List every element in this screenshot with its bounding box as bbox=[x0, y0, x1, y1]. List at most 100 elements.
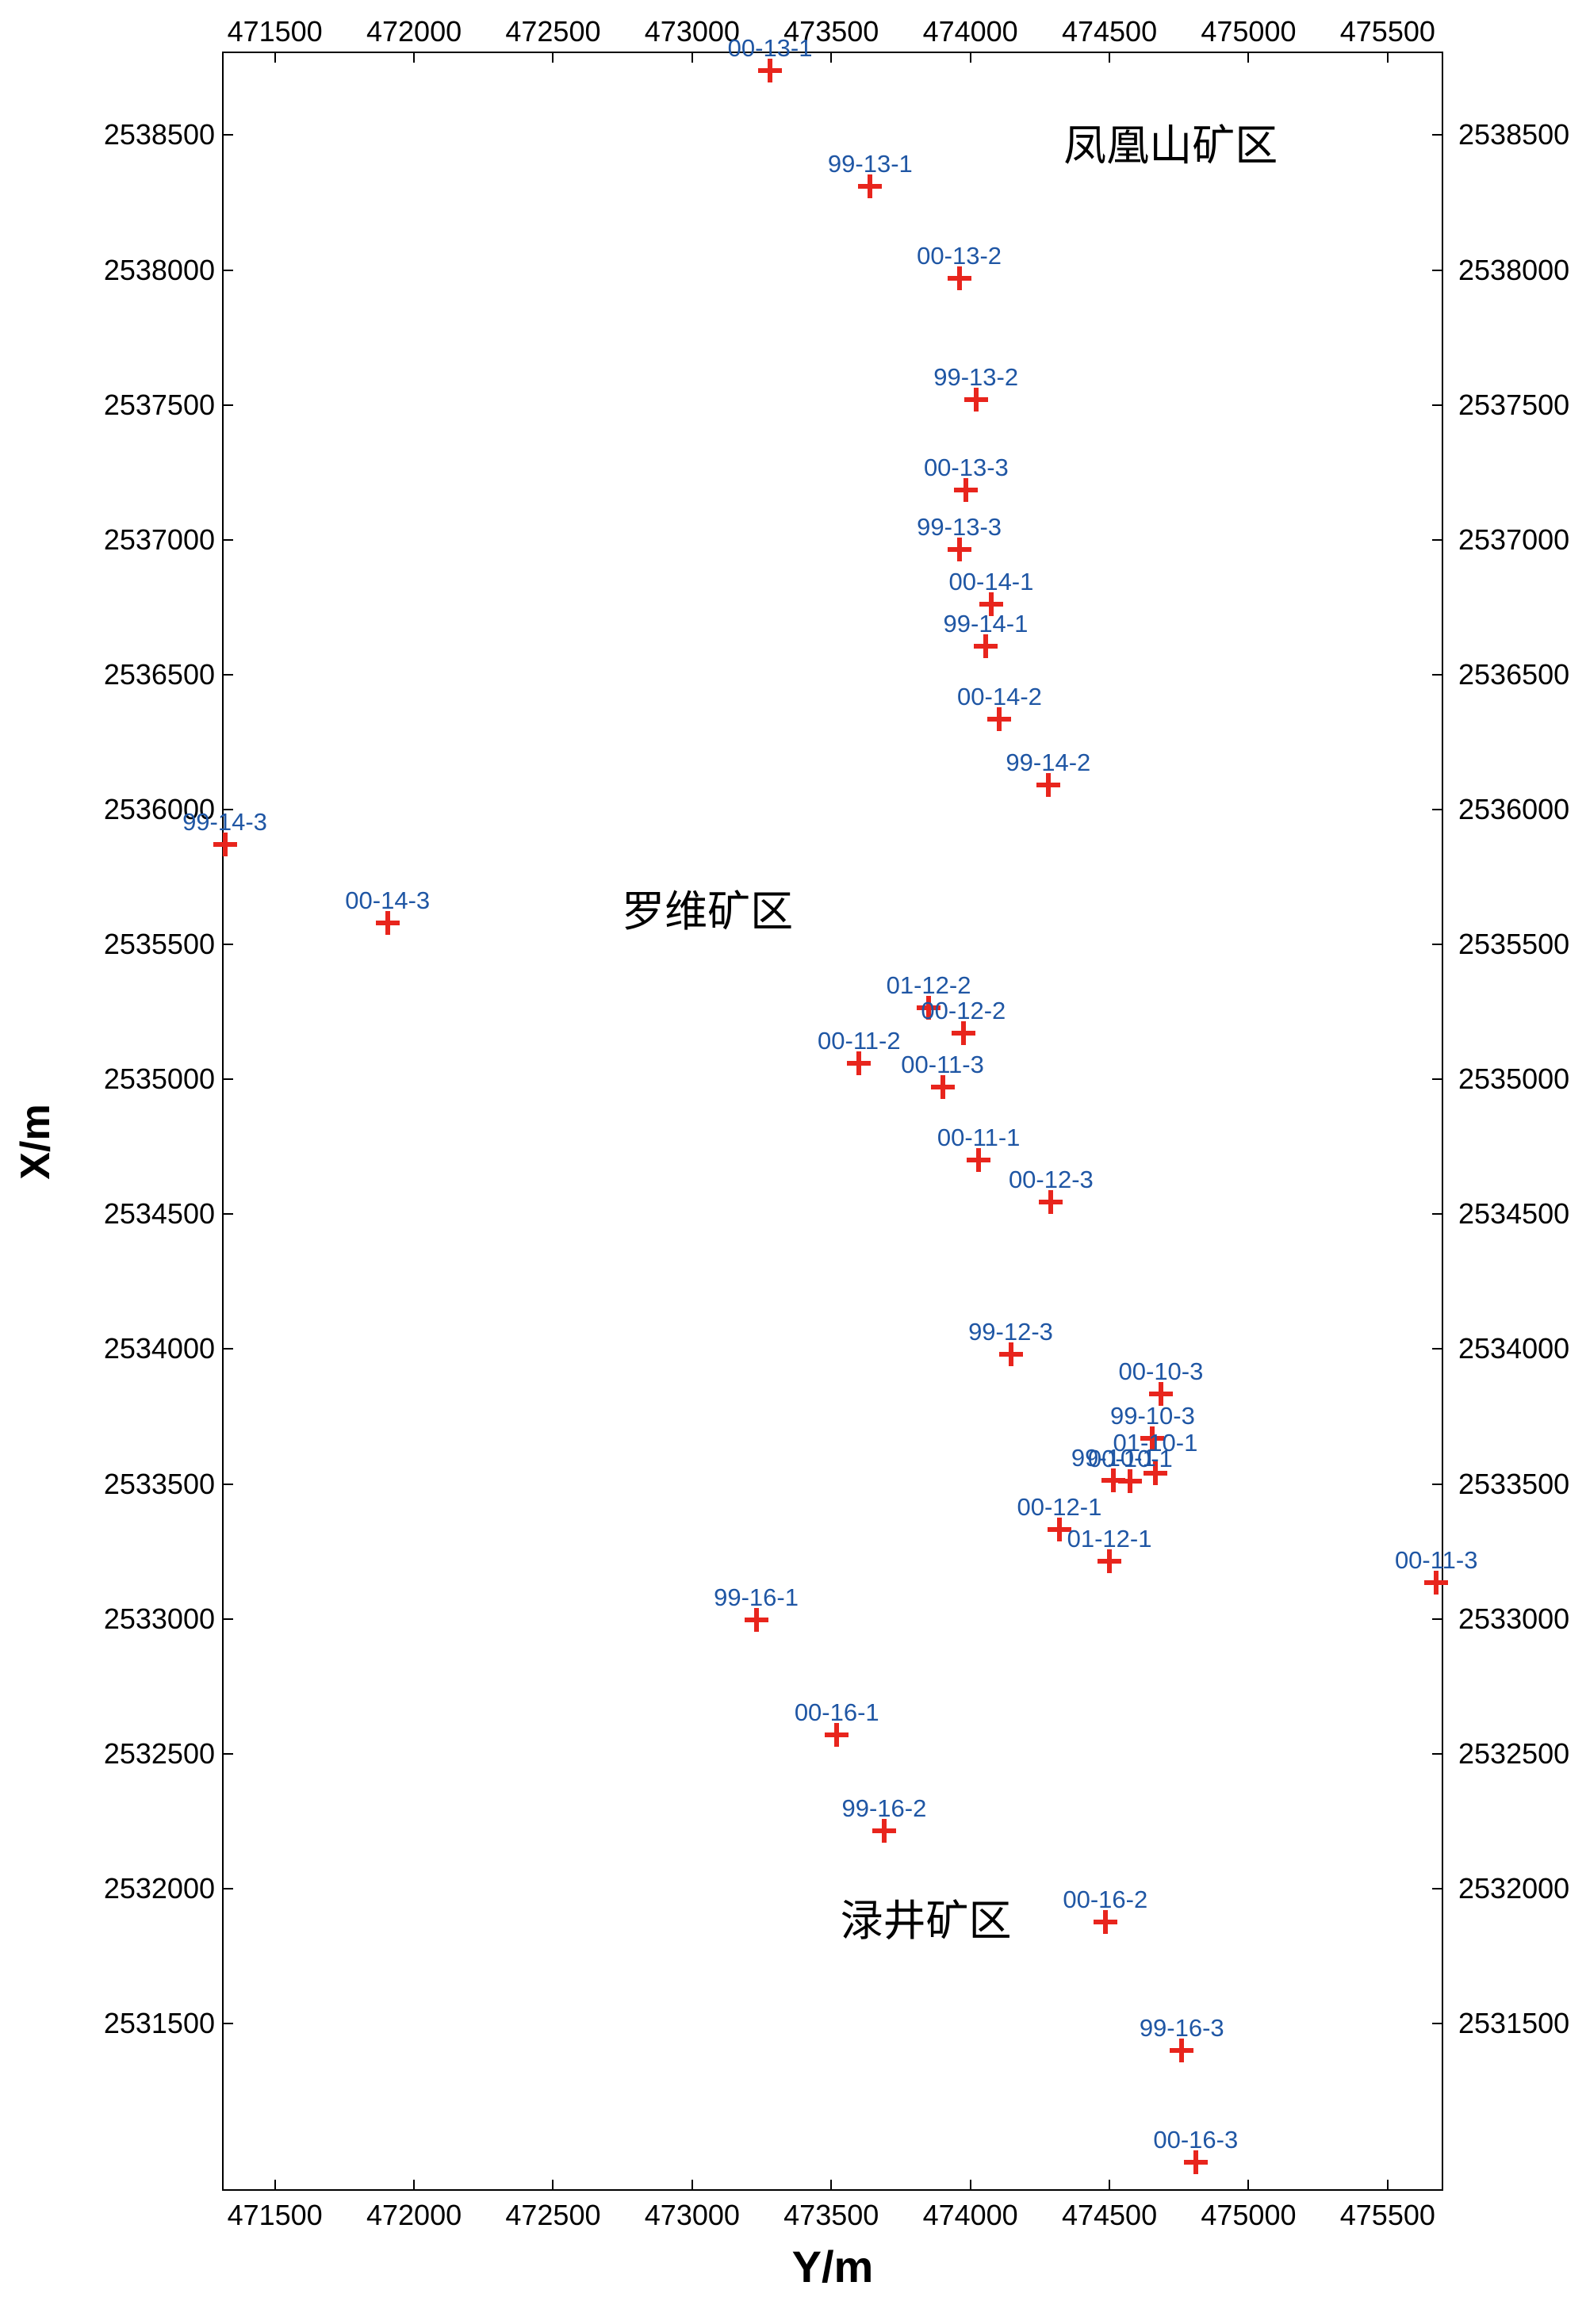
y-axis-tick-label-right: 2532000 bbox=[1458, 1871, 1570, 1905]
y-axis-tick-mark bbox=[1432, 1752, 1442, 1755]
data-point-label: 00-16-3 bbox=[1153, 2126, 1239, 2154]
y-axis-tick-mark bbox=[1432, 538, 1442, 541]
y-axis-tick-mark bbox=[1432, 1078, 1442, 1081]
x-axis-tick-mark bbox=[274, 2180, 276, 2189]
y-axis-tick-mark bbox=[1432, 1618, 1442, 1620]
data-point-label: 00-11-3 bbox=[901, 1051, 984, 1079]
data-point-label: 99-14-2 bbox=[1006, 749, 1091, 777]
x-axis-tick-label-bottom: 474000 bbox=[922, 2199, 1018, 2231]
data-point-label: 01-10-1 bbox=[1113, 1428, 1198, 1457]
x-axis-tick-label-bottom: 471500 bbox=[227, 2199, 323, 2231]
x-axis-tick-mark bbox=[969, 53, 971, 63]
y-axis-tick-label-left: 2538000 bbox=[103, 253, 215, 286]
y-axis-tick-label-left: 2535000 bbox=[103, 1062, 215, 1096]
y-axis-tick-mark bbox=[224, 809, 233, 811]
y-axis-tick-mark bbox=[224, 1348, 233, 1350]
data-point-label: 00-12-1 bbox=[1017, 1493, 1102, 1522]
y-axis-tick-label-right: 2537500 bbox=[1458, 388, 1570, 421]
x-axis-tick-label-bottom: 472000 bbox=[366, 2199, 462, 2231]
data-point-label: 99-16-1 bbox=[714, 1583, 799, 1612]
data-point-label: 99-12-3 bbox=[968, 1318, 1053, 1346]
x-axis-tick-mark bbox=[1386, 53, 1389, 63]
y-axis-tick-label-right: 2538500 bbox=[1458, 118, 1570, 151]
x-axis-tick-mark bbox=[830, 2180, 833, 2189]
x-axis-tick-mark bbox=[1109, 2180, 1111, 2189]
y-axis-tick-mark bbox=[224, 1483, 233, 1485]
data-point-label: 01-12-1 bbox=[1067, 1524, 1152, 1553]
y-axis-tick-label-right: 2533500 bbox=[1458, 1467, 1570, 1500]
x-axis-tick-mark bbox=[691, 2180, 693, 2189]
y-axis-tick-mark bbox=[224, 1078, 233, 1081]
horizontal-axis-title: Y/m bbox=[791, 2242, 874, 2291]
y-axis-tick-label-right: 2533000 bbox=[1458, 1602, 1570, 1635]
x-axis-tick-mark bbox=[1109, 53, 1111, 63]
y-axis-tick-label-right: 2535500 bbox=[1458, 928, 1570, 961]
x-axis-tick-mark bbox=[691, 53, 693, 63]
x-axis-tick-mark bbox=[830, 53, 833, 63]
x-axis-tick-label-bottom: 473000 bbox=[644, 2199, 740, 2231]
y-axis-tick-label-left: 2537000 bbox=[103, 523, 215, 556]
y-axis-tick-mark bbox=[224, 1618, 233, 1620]
region-label: 凤凰山矿区 bbox=[1063, 122, 1278, 170]
x-axis-tick-label-top: 474500 bbox=[1061, 15, 1158, 48]
data-point-label: 00-10-3 bbox=[1118, 1357, 1204, 1385]
y-axis-tick-mark bbox=[1432, 134, 1442, 136]
x-axis-tick-label-top: 473000 bbox=[644, 15, 740, 48]
y-axis-tick-mark bbox=[224, 1752, 233, 1755]
y-axis-tick-mark bbox=[1432, 944, 1442, 946]
data-point-label: 99-16-2 bbox=[841, 1794, 927, 1822]
y-axis-tick-mark bbox=[1432, 1887, 1442, 1889]
data-point-label: 99-14-3 bbox=[182, 808, 267, 837]
y-axis-tick-mark bbox=[1432, 1483, 1442, 1485]
region-label: 罗维矿区 bbox=[622, 888, 794, 936]
y-axis-tick-label-left: 2535500 bbox=[103, 928, 215, 961]
y-axis-tick-mark bbox=[1432, 673, 1442, 676]
y-axis-tick-label-left: 2534000 bbox=[103, 1332, 215, 1365]
y-axis-tick-label-right: 2535000 bbox=[1458, 1062, 1570, 1096]
x-axis-tick-mark bbox=[274, 53, 276, 63]
data-point-label: 00-14-1 bbox=[948, 568, 1034, 596]
data-point-label: 00-14-2 bbox=[957, 683, 1042, 711]
x-axis-tick-mark bbox=[969, 2180, 971, 2189]
y-axis-tick-label-right: 2537000 bbox=[1458, 523, 1570, 556]
x-axis-tick-mark bbox=[413, 53, 416, 63]
data-point-label: 99-10-1 bbox=[1071, 1443, 1156, 1472]
y-axis-tick-label-left: 2531500 bbox=[103, 2007, 215, 2040]
data-point-label: 99-13-3 bbox=[917, 512, 1002, 541]
y-axis-tick-mark bbox=[1432, 1348, 1442, 1350]
y-axis-tick-mark bbox=[224, 269, 233, 271]
y-axis-tick-label-left: 2533000 bbox=[103, 1602, 215, 1635]
data-point-label: 00-11-1 bbox=[937, 1124, 1021, 1152]
y-axis-tick-mark bbox=[1432, 809, 1442, 811]
x-axis-tick-mark bbox=[1386, 2180, 1389, 2189]
x-axis-tick-label-top: 474000 bbox=[922, 15, 1018, 48]
data-point-label: 99-14-1 bbox=[943, 610, 1029, 638]
data-point-label: 99-16-3 bbox=[1139, 2014, 1224, 2043]
x-axis-tick-mark bbox=[552, 53, 554, 63]
y-axis-tick-label-right: 2534500 bbox=[1458, 1197, 1570, 1231]
y-axis-tick-label-left: 2536500 bbox=[103, 657, 215, 691]
data-point-label: 99-10-3 bbox=[1109, 1401, 1195, 1430]
x-axis-tick-label-bottom: 473500 bbox=[783, 2199, 879, 2231]
y-axis-tick-mark bbox=[224, 134, 233, 136]
x-axis-tick-label-bottom: 472500 bbox=[505, 2199, 601, 2231]
y-axis-tick-label-left: 2532500 bbox=[103, 1736, 215, 1770]
x-axis-tick-label-bottom: 475500 bbox=[1339, 2199, 1435, 2231]
x-axis-tick-label-top: 475500 bbox=[1339, 15, 1435, 48]
y-axis-tick-label-left: 2538500 bbox=[103, 118, 215, 151]
plot-frame bbox=[222, 52, 1443, 2191]
data-point-label: 00-16-2 bbox=[1063, 1886, 1148, 1914]
data-point-label: 00-13-1 bbox=[727, 33, 813, 62]
y-axis-tick-mark bbox=[1432, 1213, 1442, 1216]
y-axis-tick-label-left: 2536000 bbox=[103, 793, 215, 826]
data-point-label: 00-11-2 bbox=[818, 1026, 901, 1055]
y-axis-tick-mark bbox=[224, 404, 233, 406]
data-point-label: 01-12-2 bbox=[886, 971, 971, 1000]
data-point-label: 00-13-3 bbox=[923, 453, 1009, 481]
x-axis-tick-mark bbox=[1247, 53, 1250, 63]
y-axis-tick-mark bbox=[1432, 2023, 1442, 2025]
y-axis-tick-mark bbox=[224, 2023, 233, 2025]
y-axis-tick-label-right: 2538000 bbox=[1458, 253, 1570, 286]
y-axis-tick-mark bbox=[224, 1887, 233, 1889]
y-axis-tick-mark bbox=[1432, 269, 1442, 271]
